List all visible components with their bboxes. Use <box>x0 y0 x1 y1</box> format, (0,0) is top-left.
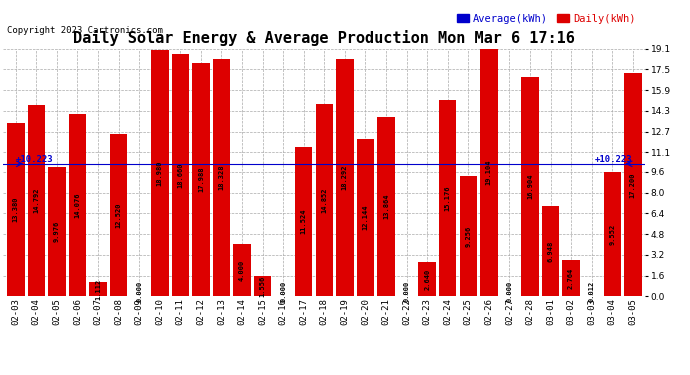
Text: 9.552: 9.552 <box>609 224 615 245</box>
Legend: Average(kWh), Daily(kWh): Average(kWh), Daily(kWh) <box>453 9 640 28</box>
Bar <box>439 100 457 296</box>
Text: 14.792: 14.792 <box>33 188 39 213</box>
Bar <box>295 147 313 296</box>
Bar <box>48 167 66 296</box>
Text: 0.000: 0.000 <box>280 280 286 302</box>
Bar <box>28 105 45 296</box>
Text: 0.000: 0.000 <box>404 280 410 302</box>
Text: 17.200: 17.200 <box>630 172 635 198</box>
Bar <box>7 123 25 296</box>
Text: 0.012: 0.012 <box>589 280 595 302</box>
Text: 12.520: 12.520 <box>116 202 121 228</box>
Text: 1.556: 1.556 <box>259 276 266 297</box>
Bar <box>624 74 642 296</box>
Bar <box>315 104 333 296</box>
Bar <box>233 244 250 296</box>
Text: 13.380: 13.380 <box>13 197 19 222</box>
Text: 0.000: 0.000 <box>136 280 142 302</box>
Text: 0.000: 0.000 <box>506 280 513 302</box>
Text: 14.852: 14.852 <box>322 187 327 213</box>
Text: 9.256: 9.256 <box>465 226 471 247</box>
Title: Daily Solar Energy & Average Production Mon Mar 6 17:16: Daily Solar Energy & Average Production … <box>73 30 575 46</box>
Text: 9.976: 9.976 <box>54 221 60 242</box>
Bar <box>377 117 395 296</box>
Bar <box>151 50 168 296</box>
Text: 17.988: 17.988 <box>198 167 204 192</box>
Bar <box>460 176 477 296</box>
Text: 1.112: 1.112 <box>95 278 101 300</box>
Bar <box>418 262 436 296</box>
Bar <box>336 59 353 296</box>
Text: +10.223: +10.223 <box>16 155 53 164</box>
Bar <box>562 260 580 296</box>
Text: 18.980: 18.980 <box>157 160 163 186</box>
Text: 2.640: 2.640 <box>424 268 430 290</box>
Text: 6.948: 6.948 <box>548 241 553 262</box>
Text: 2.764: 2.764 <box>568 268 574 289</box>
Text: 16.904: 16.904 <box>527 174 533 200</box>
Bar <box>542 206 560 296</box>
Text: 18.660: 18.660 <box>177 163 184 188</box>
Bar <box>110 134 128 296</box>
Bar <box>172 54 189 296</box>
Text: 15.176: 15.176 <box>444 185 451 211</box>
Text: +10.223: +10.223 <box>595 155 633 164</box>
Text: 12.144: 12.144 <box>362 205 368 230</box>
Bar <box>604 172 621 296</box>
Bar <box>69 114 86 296</box>
Bar <box>357 139 374 296</box>
Text: 18.328: 18.328 <box>219 165 224 190</box>
Text: 14.076: 14.076 <box>75 192 81 218</box>
Text: 13.864: 13.864 <box>383 194 389 219</box>
Text: 19.104: 19.104 <box>486 160 492 185</box>
Bar <box>192 63 210 296</box>
Bar <box>521 77 539 296</box>
Bar <box>89 282 107 296</box>
Text: 18.292: 18.292 <box>342 165 348 190</box>
Bar <box>480 49 497 296</box>
Text: Copyright 2023 Cartronics.com: Copyright 2023 Cartronics.com <box>7 26 163 35</box>
Text: 11.524: 11.524 <box>301 209 307 234</box>
Text: 4.000: 4.000 <box>239 260 245 281</box>
Bar <box>254 276 271 296</box>
Bar <box>213 59 230 296</box>
